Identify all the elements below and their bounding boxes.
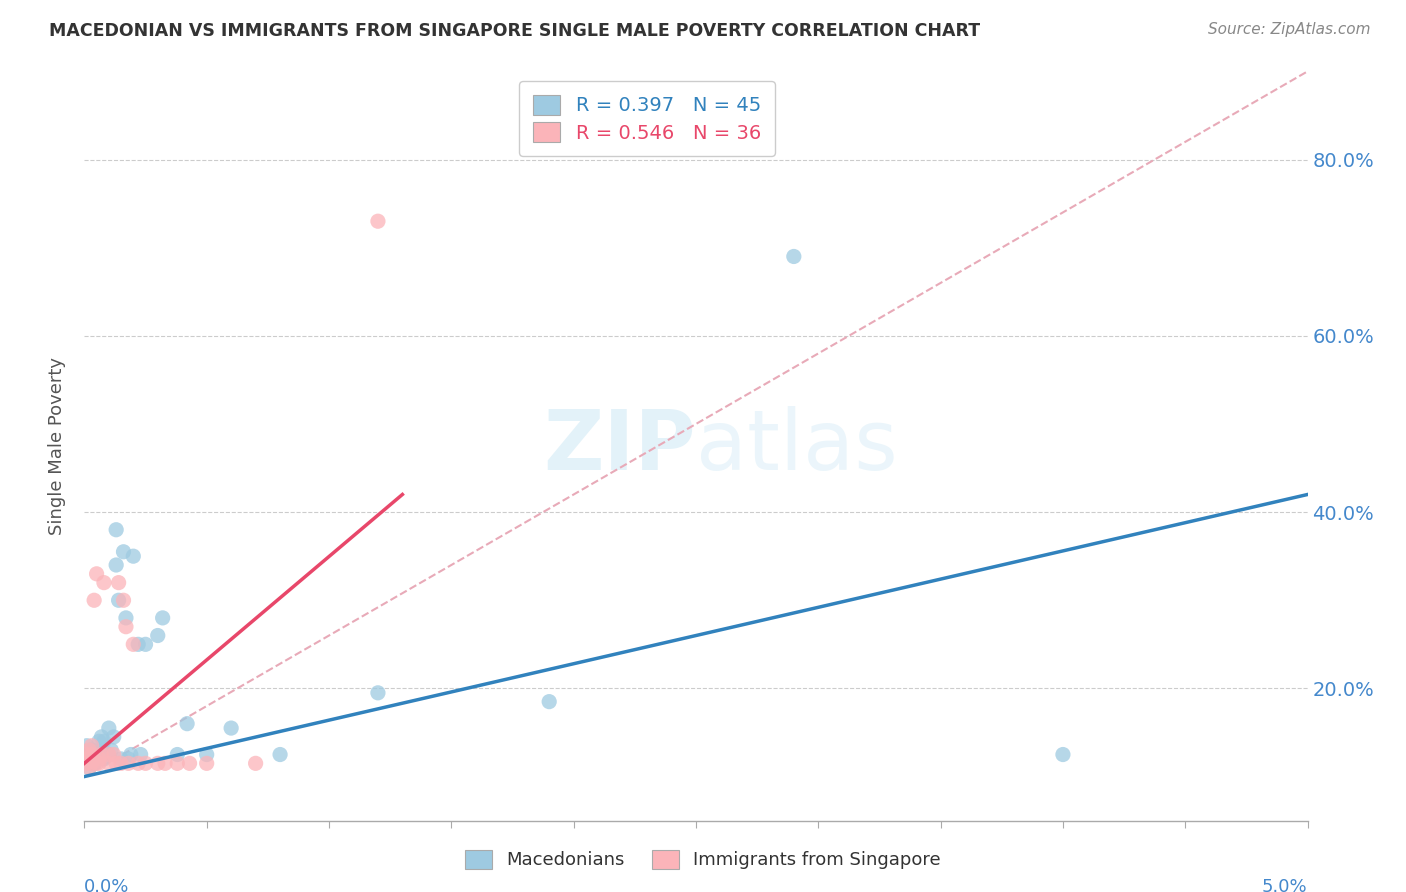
- Point: [135, 756, 157, 771]
- Point: [83, 752, 105, 766]
- Point: [122, 637, 145, 651]
- Point: [76, 756, 98, 771]
- Point: [166, 756, 188, 771]
- Point: [105, 558, 128, 572]
- Point: [93, 575, 115, 590]
- Point: [146, 628, 169, 642]
- Point: [76, 739, 98, 753]
- Text: Source: ZipAtlas.com: Source: ZipAtlas.com: [1208, 22, 1371, 37]
- Text: MACEDONIAN VS IMMIGRANTS FROM SINGAPORE SINGLE MALE POVERTY CORRELATION CHART: MACEDONIAN VS IMMIGRANTS FROM SINGAPORE …: [49, 22, 980, 40]
- Point: [152, 611, 174, 625]
- Point: [93, 752, 115, 766]
- Point: [219, 721, 242, 735]
- Point: [80, 752, 103, 766]
- Point: [97, 721, 120, 735]
- Point: [135, 637, 157, 651]
- Point: [100, 743, 122, 757]
- Point: [107, 593, 129, 607]
- Text: 0.0%: 0.0%: [84, 878, 129, 892]
- Y-axis label: Single Male Poverty: Single Male Poverty: [48, 357, 66, 535]
- Point: [77, 743, 100, 757]
- Point: [97, 747, 120, 762]
- Point: [195, 756, 218, 771]
- Legend: R = 0.397   N = 45, R = 0.546   N = 36: R = 0.397 N = 45, R = 0.546 N = 36: [519, 81, 775, 156]
- Point: [127, 756, 149, 771]
- Point: [783, 250, 806, 264]
- Point: [107, 575, 129, 590]
- Point: [115, 620, 138, 634]
- Point: [86, 566, 108, 581]
- Point: [269, 747, 291, 762]
- Text: atlas: atlas: [696, 406, 897, 486]
- Point: [97, 756, 120, 771]
- Point: [80, 747, 103, 762]
- Point: [245, 756, 267, 771]
- Point: [179, 756, 201, 771]
- Point: [86, 756, 108, 771]
- Point: [103, 747, 125, 762]
- Point: [105, 523, 128, 537]
- Point: [76, 752, 98, 766]
- Point: [195, 747, 218, 762]
- Point: [120, 747, 142, 762]
- Point: [129, 747, 152, 762]
- Point: [166, 747, 188, 762]
- Point: [83, 756, 105, 771]
- Text: 5.0%: 5.0%: [1263, 878, 1308, 892]
- Text: ZIP: ZIP: [544, 406, 696, 486]
- Point: [117, 756, 139, 771]
- Point: [77, 761, 100, 775]
- Point: [90, 743, 112, 757]
- Point: [1052, 747, 1074, 762]
- Point: [127, 637, 149, 651]
- Point: [117, 752, 139, 766]
- Point: [90, 730, 112, 744]
- Point: [86, 743, 108, 757]
- Point: [367, 686, 389, 700]
- Point: [112, 593, 135, 607]
- Point: [87, 756, 110, 771]
- Point: [87, 752, 110, 766]
- Point: [112, 545, 135, 559]
- Point: [87, 752, 110, 766]
- Point: [83, 593, 105, 607]
- Legend: Macedonians, Immigrants from Singapore: Macedonians, Immigrants from Singapore: [456, 841, 950, 879]
- Point: [110, 752, 132, 766]
- Point: [80, 739, 103, 753]
- Point: [80, 743, 103, 757]
- Point: [110, 756, 132, 771]
- Point: [538, 695, 561, 709]
- Point: [176, 716, 198, 731]
- Point: [80, 756, 103, 771]
- Point: [87, 734, 110, 748]
- Point: [153, 756, 176, 771]
- Point: [93, 734, 115, 748]
- Point: [83, 752, 105, 766]
- Point: [80, 756, 103, 771]
- Point: [76, 747, 98, 762]
- Point: [122, 549, 145, 564]
- Point: [367, 214, 389, 228]
- Point: [77, 752, 100, 766]
- Point: [77, 747, 100, 762]
- Point: [115, 611, 138, 625]
- Point: [97, 747, 120, 762]
- Point: [77, 761, 100, 775]
- Point: [105, 756, 128, 771]
- Point: [103, 730, 125, 744]
- Point: [90, 747, 112, 762]
- Point: [146, 756, 169, 771]
- Point: [76, 752, 98, 766]
- Point: [86, 747, 108, 762]
- Point: [77, 743, 100, 757]
